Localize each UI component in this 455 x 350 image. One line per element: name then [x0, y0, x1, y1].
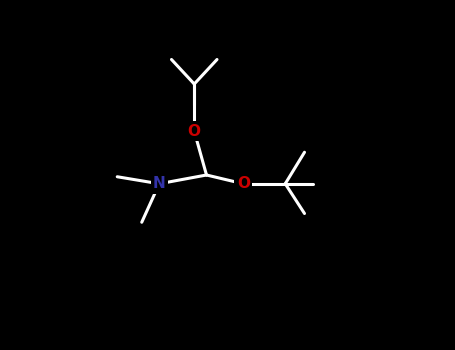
Text: O: O [188, 124, 201, 139]
Text: O: O [237, 176, 250, 191]
Text: N: N [153, 176, 166, 191]
